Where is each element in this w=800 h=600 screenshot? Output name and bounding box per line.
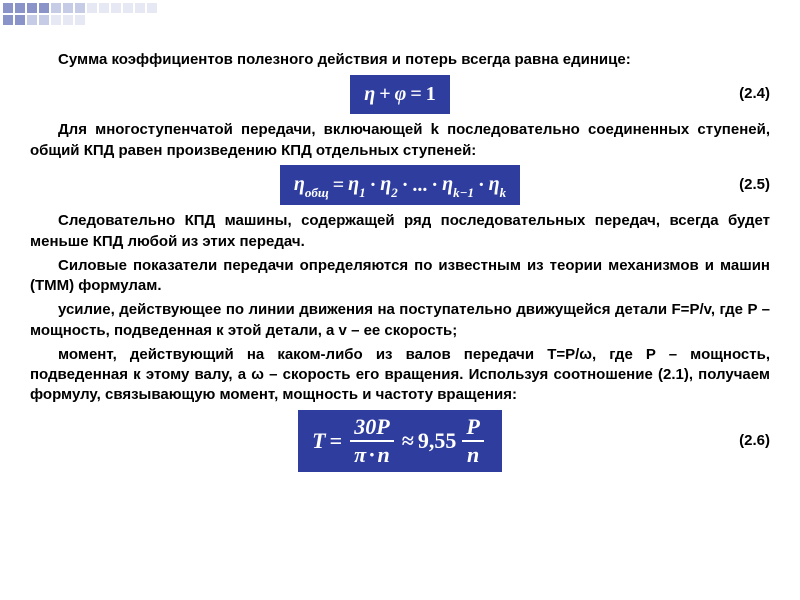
- eta-1: η1: [348, 171, 365, 200]
- equation-number-2-5: (2.5): [739, 175, 770, 195]
- equals-operator: =: [333, 172, 344, 199]
- value-one: 1: [426, 81, 436, 108]
- phi-symbol: φ: [395, 81, 407, 108]
- paragraph-1: Сумма коэффициентов полезного действия и…: [30, 50, 770, 70]
- numerator-30p: 30P: [350, 416, 393, 442]
- equation-2-4: η + φ = 1: [350, 75, 450, 114]
- content-area: Сумма коэффициентов полезного действия и…: [30, 50, 770, 472]
- equation-2-4-row: η + φ = 1 (2.4): [30, 74, 770, 114]
- dot-operator: ·: [431, 172, 438, 199]
- eta-total: ηобщ: [294, 171, 329, 200]
- equals-operator: =: [410, 81, 421, 108]
- dot-operator: ·: [370, 172, 377, 199]
- equation-2-6: T = 30P π·n ≈ 9,55 P n: [298, 410, 502, 472]
- page: Сумма коэффициентов полезного действия и…: [0, 0, 800, 600]
- eta-k-minus-1: ηk−1: [442, 171, 474, 200]
- approx-operator: ≈: [402, 426, 414, 456]
- paragraph-2: Для многоступенчатой передачи, включающе…: [30, 120, 770, 161]
- plus-operator: +: [379, 81, 390, 108]
- eta-2: η2: [380, 171, 397, 200]
- paragraph-3: Следовательно КПД машины, содержащей ряд…: [30, 211, 770, 252]
- equation-2-6-row: T = 30P π·n ≈ 9,55 P n (2.6): [30, 410, 770, 472]
- ellipsis: ...: [412, 172, 427, 199]
- paragraph-5: усилие, действующее по линии движения на…: [30, 300, 770, 341]
- equation-number-2-4: (2.4): [739, 84, 770, 104]
- equation-number-2-6: (2.6): [739, 430, 770, 450]
- dot-operator: ·: [478, 172, 485, 199]
- decorative-squares: [2, 2, 172, 28]
- fraction-p-n: P n: [462, 416, 483, 466]
- numerator-p: P: [462, 416, 483, 442]
- eta-k: ηk: [489, 171, 506, 200]
- dot-operator: ·: [402, 172, 409, 199]
- paragraph-6: момент, действующий на каком-либо из вал…: [30, 345, 770, 406]
- coef-955: 9,55: [418, 426, 457, 456]
- fraction-30p-pin: 30P π·n: [350, 416, 394, 466]
- paragraph-4: Силовые показатели передачи определяются…: [30, 256, 770, 297]
- equation-2-5: ηобщ = η1 · η2 · ... · ηk−1 · ηk: [280, 165, 520, 206]
- denominator-pin: π·n: [350, 442, 394, 466]
- equation-2-5-row: ηобщ = η1 · η2 · ... · ηk−1 · ηk (2.5): [30, 165, 770, 206]
- eta-symbol: η: [364, 81, 375, 108]
- equals-operator: =: [330, 426, 343, 456]
- symbol-T: T: [312, 426, 325, 456]
- denominator-n: n: [463, 442, 483, 466]
